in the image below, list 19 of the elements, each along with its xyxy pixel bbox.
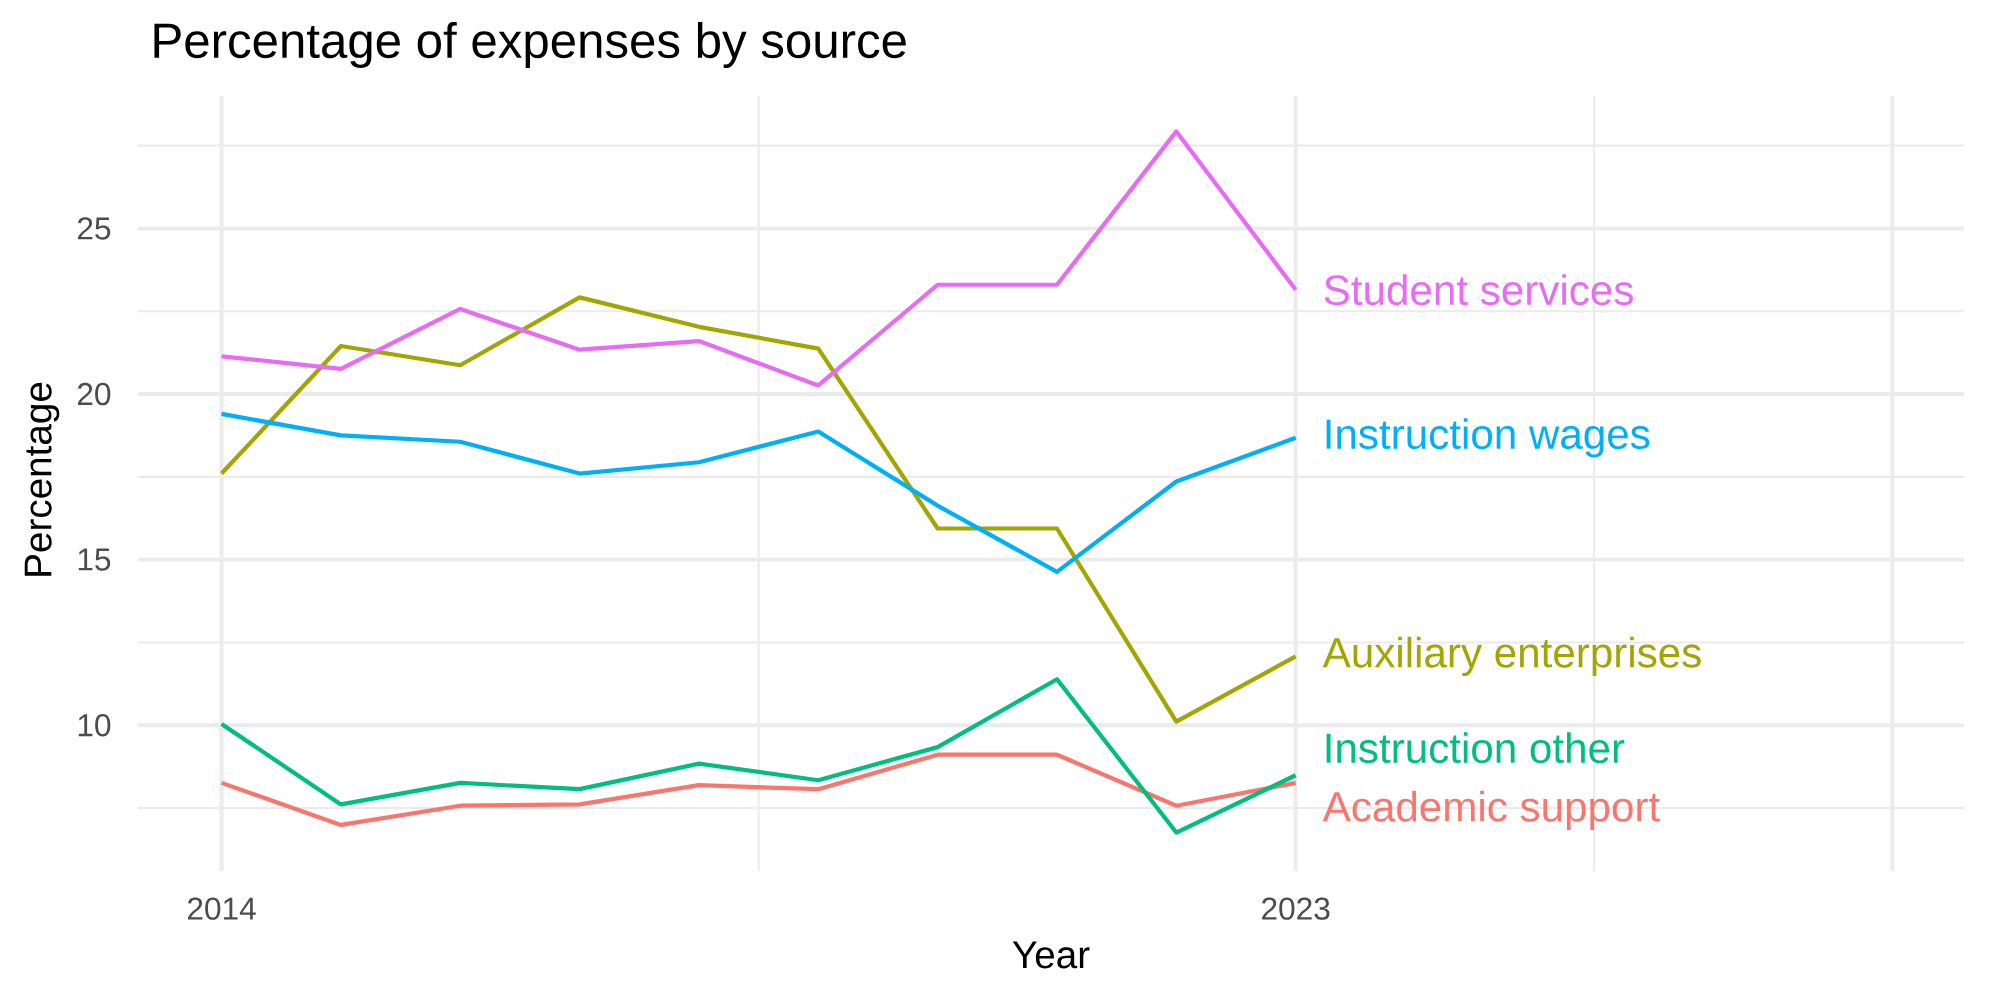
line-series [219,752,1298,828]
line-series [219,295,1298,724]
x-tick-label: 2014 [187,897,256,920]
y-tick-label: 10 [78,714,111,737]
y-tick-label: 15 [78,548,111,571]
series-label: Instruction wages [1326,418,1650,458]
y-tick-label: 25 [77,217,111,240]
x-axis-title: Year [1012,941,1090,969]
line-series [219,411,1298,575]
y-axis-title: Percentage [24,382,60,576]
series-label: Academic support [1322,790,1660,831]
y-tick-label: 20 [77,382,111,406]
series-label: Instruction other [1326,732,1625,764]
series-label: Student services [1324,274,1633,306]
line-series [219,677,1298,835]
line-series [219,129,1298,388]
x-tick-label: 2023 [1262,897,1330,920]
chart-title: Percentage of expenses by source [154,22,906,68]
series-label: Auxiliary enterprises [1322,636,1701,677]
